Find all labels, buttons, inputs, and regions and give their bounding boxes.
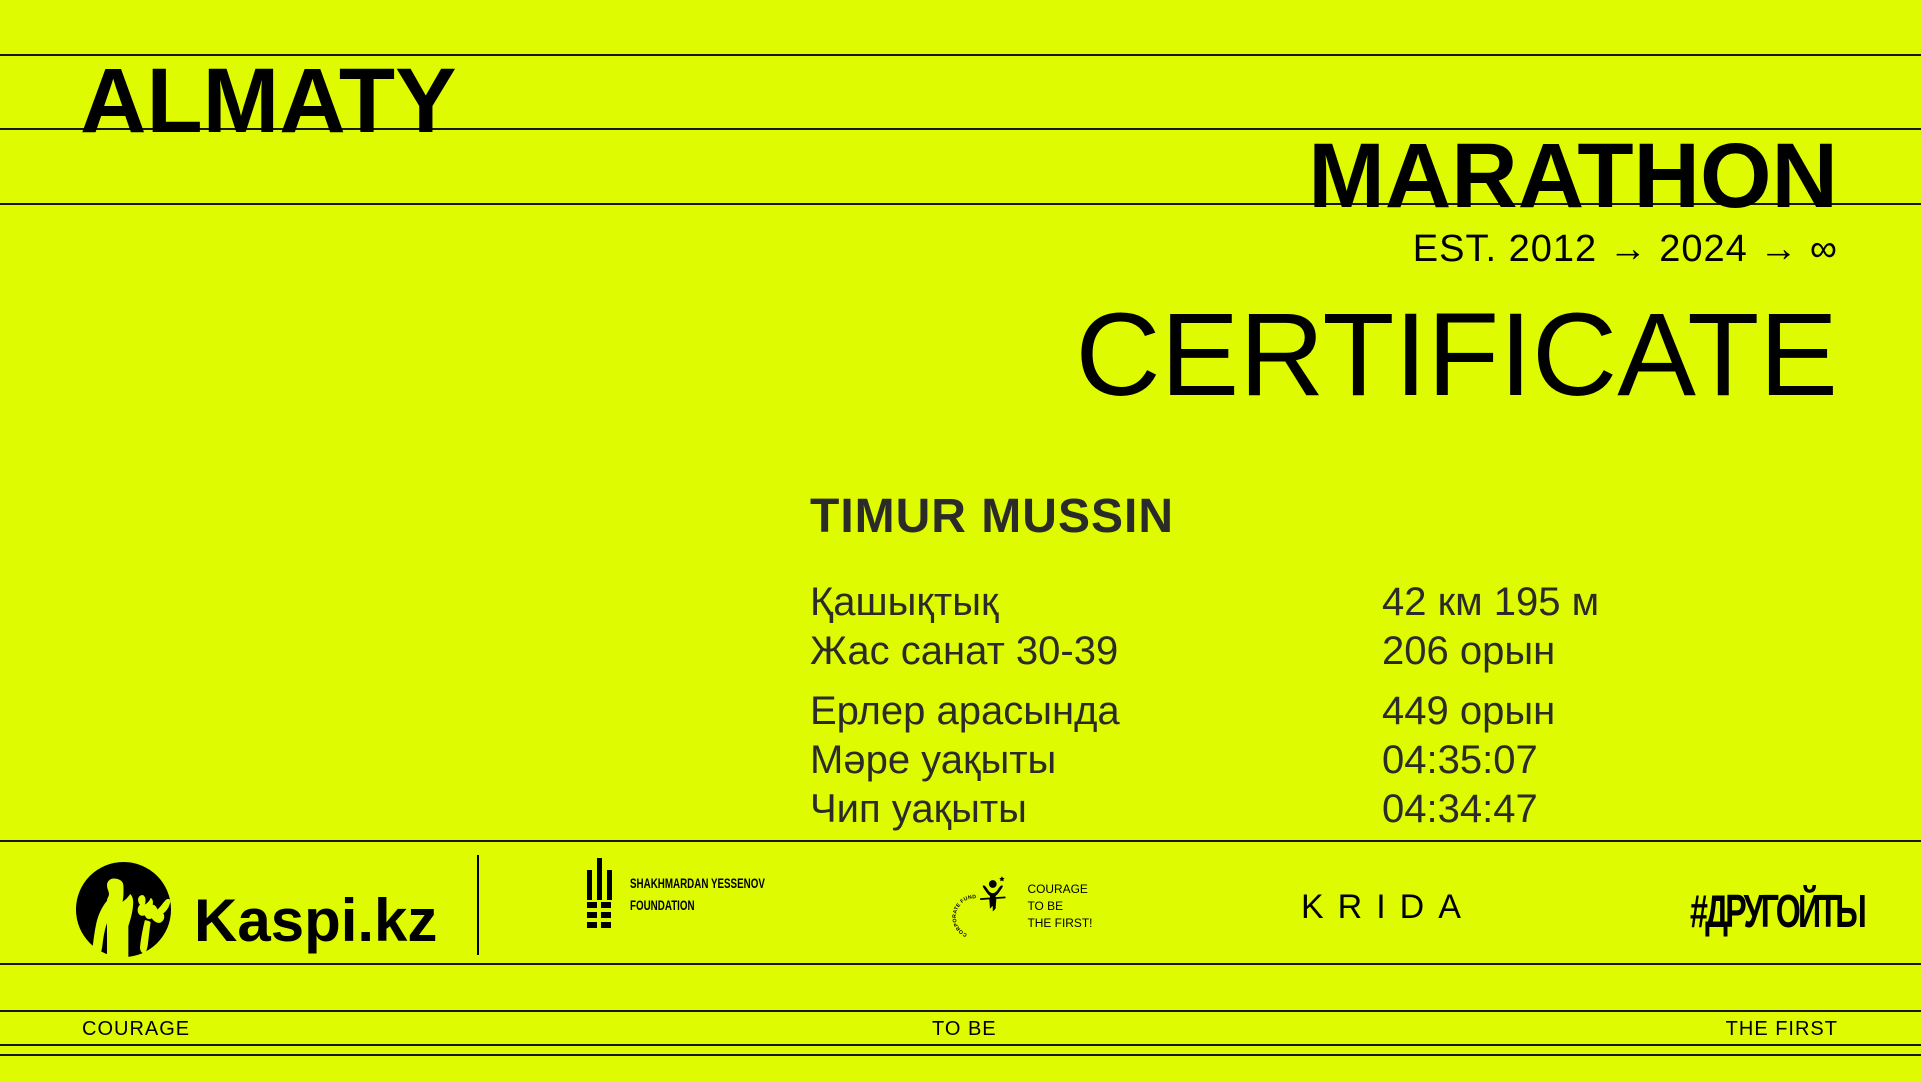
svg-text:TO BE: TO BE	[1027, 899, 1063, 913]
svg-text:COURAGE: COURAGE	[1027, 882, 1087, 896]
svg-text:CORPORATE FUND: CORPORATE FUND	[952, 894, 976, 937]
svg-text:THE FIRST!: THE FIRST!	[1027, 916, 1092, 930]
